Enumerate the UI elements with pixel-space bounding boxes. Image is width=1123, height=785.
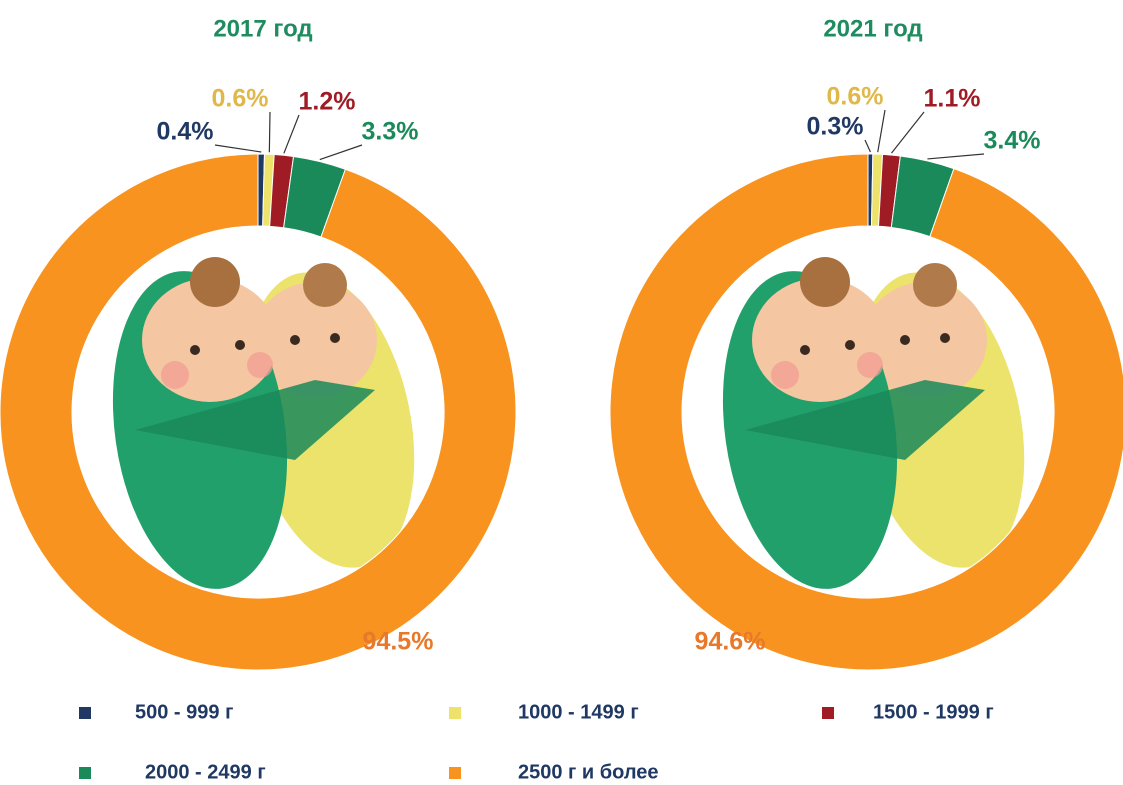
legend-label: 2000 - 2499 г <box>145 761 266 783</box>
legend-swatch <box>822 707 834 719</box>
legend-swatch <box>79 767 91 779</box>
leader-line <box>215 145 261 152</box>
data-label: 0.4% <box>157 118 214 146</box>
data-label: 3.4% <box>984 127 1041 155</box>
data-label: 0.6% <box>212 85 269 113</box>
data-label: 3.3% <box>362 118 419 146</box>
chart: 500 - 999 г 1000 - 1499 г 1500 - 1999 г 200… <box>0 0 1123 785</box>
leader-line <box>320 145 362 160</box>
legend-swatch <box>79 707 91 719</box>
legend-label: 1000 - 1499 г <box>518 701 639 723</box>
chart-title: 2017 год <box>213 15 312 42</box>
leader-line <box>927 154 984 159</box>
leader-line <box>865 140 870 152</box>
legend-swatch <box>449 707 461 719</box>
leader-line <box>284 115 299 153</box>
chart-title: 2021 год <box>823 15 922 42</box>
data-label: 0.3% <box>807 113 864 141</box>
legend: 500 - 999 г 1000 - 1499 г 1500 - 1999 г 200… <box>79 701 994 783</box>
leader-line <box>891 112 924 153</box>
legend-swatch <box>449 767 461 779</box>
data-label: 94.6% <box>695 628 766 656</box>
data-label: 1.2% <box>299 88 356 116</box>
data-label: 94.5% <box>363 628 434 656</box>
data-label: 0.6% <box>827 83 884 111</box>
legend-label: 500 - 999 г <box>135 701 233 723</box>
leader-line <box>878 110 885 152</box>
legend-label: 2500 г и более <box>518 761 659 783</box>
leader-line <box>269 112 270 152</box>
data-label: 1.1% <box>924 85 981 113</box>
legend-label: 1500 - 1999 г <box>873 701 994 723</box>
